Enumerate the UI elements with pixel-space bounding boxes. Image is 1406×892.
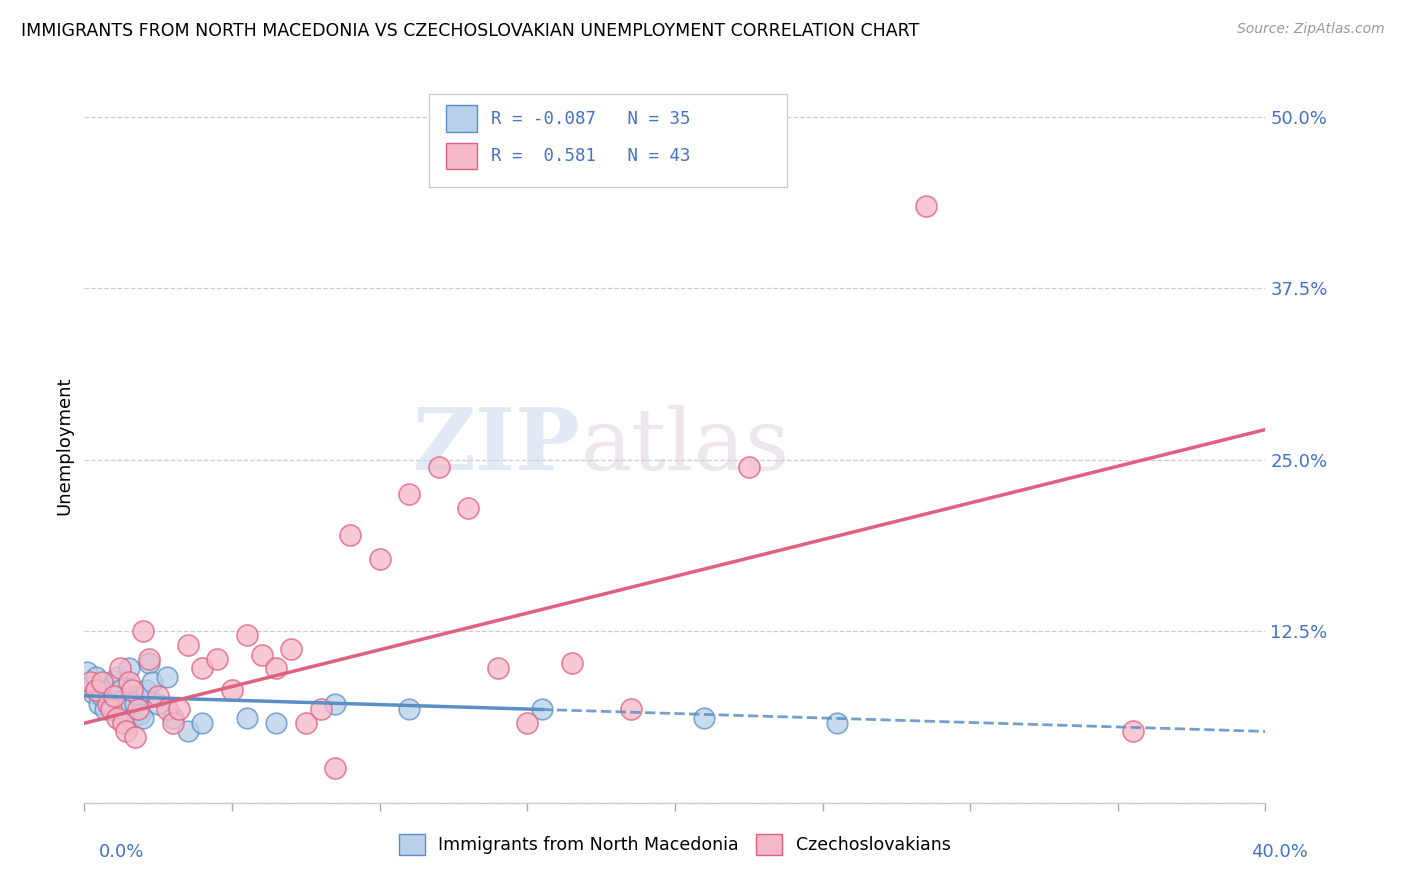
Point — [325, 697, 347, 711]
Point — [915, 199, 938, 213]
Point — [138, 651, 160, 665]
Point — [693, 711, 716, 725]
Point — [135, 683, 157, 698]
Point — [141, 675, 163, 690]
Point — [325, 762, 347, 776]
Point — [207, 651, 229, 665]
Point — [191, 716, 214, 731]
Point — [84, 683, 107, 698]
Point — [124, 730, 146, 744]
Point — [108, 683, 131, 698]
Point — [531, 702, 554, 716]
Point — [114, 724, 136, 739]
Point — [191, 661, 214, 675]
Point — [620, 702, 643, 716]
Point — [457, 500, 479, 515]
Point — [516, 716, 538, 731]
Point — [167, 702, 190, 716]
Point — [79, 675, 101, 690]
Point — [91, 689, 114, 703]
Point — [162, 711, 184, 725]
Point — [561, 656, 583, 670]
Legend: Immigrants from North Macedonia, Czechoslovakians: Immigrants from North Macedonia, Czechos… — [392, 827, 957, 862]
Point — [148, 689, 170, 703]
Text: R =  0.581   N = 43: R = 0.581 N = 43 — [491, 147, 690, 165]
Point — [266, 661, 288, 675]
Point — [162, 716, 184, 731]
Point — [91, 675, 114, 690]
Text: atlas: atlas — [581, 404, 790, 488]
Point — [236, 711, 259, 725]
Point — [398, 487, 420, 501]
Point — [309, 702, 332, 716]
Point — [138, 656, 160, 670]
Point — [127, 702, 149, 716]
Point — [177, 638, 200, 652]
Point — [111, 693, 134, 707]
Point — [132, 711, 155, 725]
Text: ZIP: ZIP — [412, 404, 581, 488]
Point — [76, 665, 98, 680]
Point — [100, 702, 122, 716]
Point — [368, 551, 391, 566]
Point — [398, 702, 420, 716]
Point — [156, 702, 179, 716]
Point — [118, 661, 141, 675]
Point — [148, 697, 170, 711]
Point — [105, 669, 128, 683]
Point — [124, 697, 146, 711]
Point — [108, 661, 131, 675]
Text: R = -0.087   N = 35: R = -0.087 N = 35 — [491, 110, 690, 128]
Point — [97, 683, 120, 698]
Point — [100, 697, 122, 711]
Point — [127, 689, 149, 703]
Point — [82, 686, 104, 700]
Point — [486, 661, 509, 675]
Point — [221, 683, 243, 698]
Text: IMMIGRANTS FROM NORTH MACEDONIA VS CZECHOSLOVAKIAN UNEMPLOYMENT CORRELATION CHAR: IMMIGRANTS FROM NORTH MACEDONIA VS CZECH… — [21, 22, 920, 40]
Point — [236, 628, 259, 642]
Point — [827, 716, 849, 731]
Text: 0.0%: 0.0% — [98, 843, 143, 861]
Point — [84, 669, 107, 683]
Text: 40.0%: 40.0% — [1251, 843, 1308, 861]
Text: Source: ZipAtlas.com: Source: ZipAtlas.com — [1237, 22, 1385, 37]
Point — [87, 697, 111, 711]
Point — [103, 675, 125, 690]
Point — [105, 711, 128, 725]
Point — [103, 689, 125, 703]
Point — [266, 716, 288, 731]
Point — [121, 683, 143, 698]
Point — [339, 528, 361, 542]
Point — [114, 702, 136, 716]
Point — [427, 459, 450, 474]
Point — [118, 675, 141, 690]
Point — [250, 648, 273, 662]
Point — [111, 716, 134, 731]
Point — [94, 702, 117, 716]
Point — [97, 697, 120, 711]
Y-axis label: Unemployment: Unemployment — [55, 376, 73, 516]
Point — [295, 716, 318, 731]
Point — [280, 642, 302, 657]
Point — [1122, 724, 1144, 739]
Point — [738, 459, 761, 474]
Point — [129, 706, 152, 721]
Point — [121, 711, 143, 725]
Point — [177, 724, 200, 739]
Point — [79, 679, 101, 693]
Point — [156, 669, 179, 683]
Point — [132, 624, 155, 639]
